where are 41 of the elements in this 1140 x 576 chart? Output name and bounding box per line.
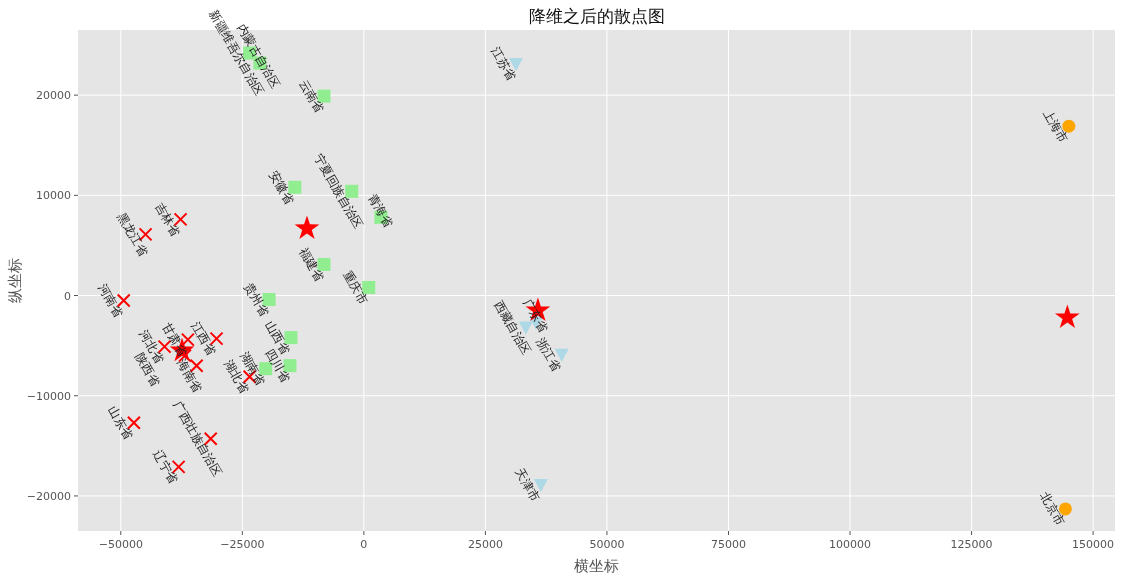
chart-title: 降维之后的散点图 xyxy=(528,6,665,26)
y-tick-label: 0 xyxy=(64,289,71,303)
point xyxy=(288,180,302,194)
x-tick-label: 150000 xyxy=(1072,538,1115,551)
x-tick-label: 25000 xyxy=(467,538,503,551)
x-tick-label: −25000 xyxy=(220,538,265,551)
annotation: 宁夏回族自治区 xyxy=(311,151,366,232)
annotation: 河南省 xyxy=(95,281,126,320)
annotation: 上海市 xyxy=(1040,107,1071,146)
point xyxy=(1054,304,1080,329)
x-tick-label: 100000 xyxy=(829,538,872,551)
annotation: 福建省 xyxy=(295,245,327,284)
x-tick-label: 50000 xyxy=(589,538,625,551)
annotation: 辽宁省 xyxy=(150,447,181,486)
x-tick-label: 125000 xyxy=(950,538,993,551)
x-tick-label: 75000 xyxy=(711,538,746,551)
y-tick-label: −20000 xyxy=(26,489,71,503)
annotation: 吉林省 xyxy=(152,200,183,239)
y-tick-label: 10000 xyxy=(36,189,71,203)
annotation: 安徽省 xyxy=(266,168,297,207)
x-axis-title: 横坐标 xyxy=(574,557,619,575)
annotation: 浙江省 xyxy=(533,335,564,374)
annotation: 黑龙江省 xyxy=(114,210,151,259)
annotation: 云南省 xyxy=(295,77,327,116)
y-tick-label: 20000 xyxy=(36,89,71,103)
point xyxy=(294,215,320,239)
annotation: 江苏省 xyxy=(487,44,519,84)
annotation: 贵州省 xyxy=(241,280,272,319)
x-tick-label: 0 xyxy=(360,538,368,551)
annotation: 山东省 xyxy=(105,403,136,442)
annotation: 海南省 xyxy=(174,356,205,396)
x-tick-label: −50000 xyxy=(98,538,143,551)
y-axis-title: 纵坐标 xyxy=(6,258,24,303)
annotation: 天津市 xyxy=(512,465,543,504)
annotation: 北京市 xyxy=(1037,489,1068,529)
annotation: 江西省 xyxy=(188,319,219,358)
y-tick-label: −10000 xyxy=(26,389,71,403)
annotation: 青海省 xyxy=(364,191,396,230)
point xyxy=(345,184,359,198)
annotation: 重庆市 xyxy=(340,268,371,307)
annotation: 广东省 xyxy=(520,296,551,335)
